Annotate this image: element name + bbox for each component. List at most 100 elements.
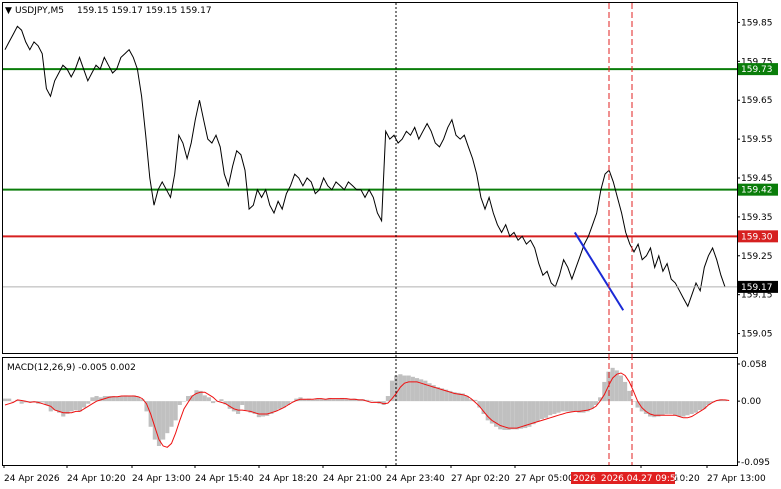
macd-hist-bar (252, 401, 257, 414)
macd-hist-bar (323, 399, 328, 402)
price-panel: 159.85 159.75 159.65 159.55 159.45 159.35 159.… (2, 2, 778, 354)
time-tick-label: 27 Apr 13:00 (707, 474, 766, 484)
macd-hist-bar (86, 401, 91, 404)
macd-hist-bar (631, 401, 636, 402)
trendline (573, 231, 625, 311)
macd-hist-bar (593, 401, 599, 405)
level-badge-text-159.30: 159.30 (741, 232, 773, 242)
price-panel-frame (2, 2, 738, 354)
macd-hist-bar (306, 398, 311, 402)
macd-hist-bar (202, 395, 207, 402)
time-tick-label: 27 Apr 05:00 (515, 474, 574, 484)
macd-hist-bar (140, 399, 145, 402)
macd-hist-bar (460, 393, 465, 402)
macd-hist-bar (194, 390, 199, 402)
macd-hist-bar (65, 401, 70, 414)
time-tick-label: 24 Apr 15:40 (195, 474, 254, 484)
time-highlight-label: 2026.04.27 09:55 (601, 474, 681, 484)
macd-hist-bar (577, 401, 582, 413)
price-tick-label: 159.85 (741, 18, 773, 28)
macd-hist-bar (348, 399, 353, 402)
macd-hist-bar (685, 401, 690, 416)
macd-hist-bar (340, 397, 345, 402)
macd-hist-bar (94, 396, 99, 402)
macd-hist-bar (369, 400, 374, 402)
macd-hist-bar (90, 397, 95, 402)
macd-hist-bar (186, 396, 191, 402)
macd-hist-bar (227, 401, 232, 409)
macd-hist-bar (710, 401, 715, 403)
macd-hist-bar (327, 397, 332, 402)
symbol-menu-icon[interactable]: ▼ (5, 6, 12, 16)
time-tick-label: 24 Apr 2026 (4, 474, 60, 484)
macd-hist-bar (439, 388, 445, 402)
macd-hist-bar (115, 396, 120, 402)
time-highlight-prefix-bg (571, 472, 599, 484)
macd-hist-bar (260, 401, 266, 417)
macd-hist-bar (161, 401, 166, 440)
macd-hist-bar (82, 401, 87, 408)
macd-hist-bar (57, 401, 62, 413)
macd-hist-bar (211, 401, 216, 404)
macd-hist-bar (231, 401, 236, 412)
macd-hist-bar (681, 401, 686, 417)
macd-hist-bar (668, 401, 673, 414)
macd-hist-bar (7, 398, 12, 402)
macd-hist-bar (414, 378, 420, 402)
macd-hist-bar (244, 401, 249, 411)
macd-panel-frame (2, 357, 738, 466)
macd-hist-bar (77, 401, 82, 412)
macd-hist-bar (635, 401, 640, 408)
macd-hist-bar (623, 381, 628, 402)
macd-hist-bar (23, 401, 28, 403)
macd-hist-bar (352, 398, 357, 402)
macd-hist-bar (273, 401, 278, 412)
macd-hist-bar (385, 396, 390, 402)
macd-hist-bar (15, 399, 20, 402)
macd-hist-bar (2, 398, 8, 402)
macd-panel: 0.058 0.00 -0.095 (2, 357, 770, 468)
time-tick-label: 27 Apr 02:20 (451, 474, 510, 484)
macd-hist-bar (219, 399, 224, 402)
macd-hist-bar (198, 390, 203, 402)
macd-tick-label: -0.095 (741, 458, 770, 468)
macd-hist-bar (514, 401, 519, 430)
macd-hist-bar (506, 401, 511, 430)
macd-hist-bar (19, 401, 24, 404)
macd-hist-bar (648, 401, 653, 417)
price-tick-label: 159.75 (741, 57, 773, 67)
macd-hist-bar (610, 367, 615, 402)
macd-hist-bar (477, 401, 482, 408)
macd-label: MACD(12,26,9) -0.005 0.002 (7, 363, 136, 373)
macd-hist-bar (573, 401, 578, 412)
macd-hist-bar (310, 399, 316, 402)
macd-hist-bar (269, 401, 274, 414)
macd-hist-bar (256, 401, 261, 418)
macd-hist-bar (190, 395, 195, 402)
price-series-line (4, 25, 726, 308)
time-tick-label: 24 Apr 23:40 (386, 474, 445, 484)
time-tick-label: 24 Apr 13:00 (132, 474, 191, 484)
time-highlight-prefix: 2026 (573, 474, 596, 484)
macd-hist-bar (331, 398, 336, 402)
macd-hist-bar (548, 401, 553, 416)
macd-hist-bar (589, 401, 594, 409)
time-tick-label: 24 Apr 10:20 (67, 474, 126, 484)
macd-hist-bar (169, 401, 174, 427)
macd-hist-bar (69, 401, 74, 412)
macd-hist-bar (473, 399, 478, 402)
macd-hist-bar (319, 398, 324, 402)
macd-hist-bar (181, 401, 187, 402)
price-tick-label: 159.45 (741, 174, 773, 184)
level-badge-159.73 (738, 63, 778, 76)
macd-hist-bar (27, 401, 33, 403)
macd-hist-bar (177, 401, 182, 405)
macd-hist-bar (564, 401, 569, 412)
macd-hist-bar (302, 399, 307, 402)
macd-hist-bar (156, 401, 162, 446)
macd-hist-bar (435, 387, 440, 402)
macd-hist-bar (123, 395, 128, 402)
macd-hist-bar (693, 401, 698, 413)
time-tick-label: 24 Apr 18:20 (259, 474, 318, 484)
